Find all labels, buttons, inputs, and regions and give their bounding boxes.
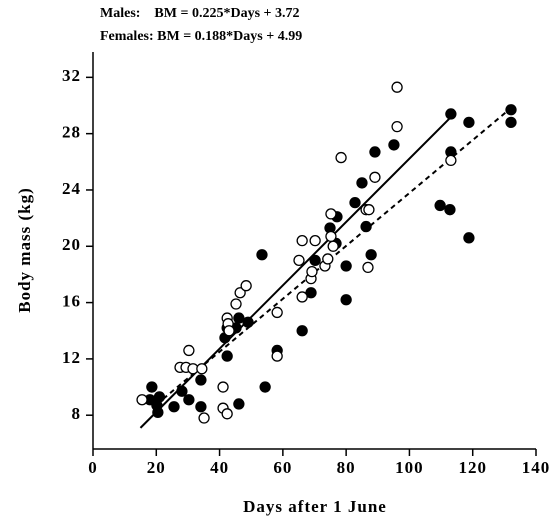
y-axis-label: Body mass (kg) [15,187,34,312]
data-point [195,374,207,386]
data-point [168,401,180,413]
data-point [322,253,334,265]
annotation: Males: BM = 0.225*Days + 3.72 [100,6,300,21]
x-tick-label: 60 [273,458,292,477]
data-point [349,196,361,209]
data-point [233,312,245,324]
x-tick-label: 20 [147,458,166,477]
data-point [445,154,457,167]
data-point [325,208,337,220]
data-point [136,394,148,406]
data-point [217,381,229,393]
data-point [327,240,339,252]
data-point [256,249,268,261]
data-point [505,116,517,129]
data-point [445,108,457,120]
data-point [306,265,318,278]
data-point [434,199,446,212]
x-tick-label: 140 [522,458,551,477]
data-point [325,230,337,243]
fit-line [155,107,512,406]
y-tick-label: 12 [62,348,81,367]
data-point [221,350,233,362]
y-tick-label: 8 [72,404,82,423]
data-point [296,325,308,337]
data-point [309,234,321,247]
data-point [240,280,252,292]
data-point [223,325,235,337]
fit-line [139,116,452,429]
data-point [340,294,352,306]
data-point [234,287,246,299]
data-point [360,220,372,233]
data-point [463,232,475,244]
y-tick-label: 16 [62,291,81,310]
data-point [340,260,352,272]
data-point [391,81,403,93]
data-point [296,234,308,247]
data-point [176,385,188,397]
data-point [195,401,207,413]
x-tick-label: 40 [210,458,229,477]
data-point [444,204,456,216]
x-tick-label: 120 [458,458,487,477]
y-tick-label: 28 [62,123,81,142]
data-point [183,394,195,406]
data-point [388,139,400,151]
data-point [335,151,347,164]
data-point [363,204,375,216]
data-point [356,177,368,189]
data-point [369,146,381,158]
data-point [242,316,254,328]
data-point [271,306,283,319]
data-point [296,291,308,303]
data-point [221,408,233,420]
data-point [362,261,374,274]
x-axis-label: Days after 1 June [243,497,387,516]
data-point [153,391,166,403]
data-point [233,398,245,410]
data-point [152,406,164,419]
data-point [271,350,283,362]
data-point [309,254,321,267]
x-tick-label: 0 [88,458,98,477]
data-point [463,116,475,129]
data-point [183,344,195,357]
data-point [196,363,208,375]
x-tick-label: 80 [337,458,356,477]
x-tick-label: 100 [395,458,424,477]
data-point [391,120,403,133]
data-point [230,298,242,310]
data-point [259,381,271,393]
y-tick-label: 32 [62,66,81,85]
data-point [293,254,305,267]
data-point [305,287,317,299]
data-point [369,171,381,183]
data-point [198,412,210,424]
data-point [505,104,517,116]
data-point [146,381,158,393]
y-tick-label: 20 [62,235,81,254]
data-point [365,249,377,261]
y-tick-label: 24 [62,179,81,198]
annotation: Females: BM = 0.188*Days + 4.99 [100,29,302,44]
